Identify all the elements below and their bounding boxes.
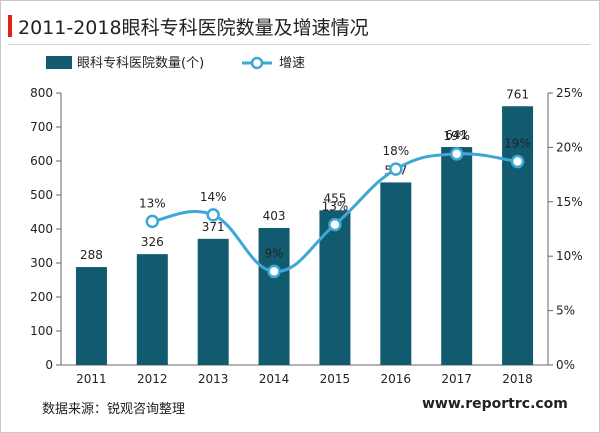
left-tick-label: 500 [30, 188, 53, 202]
growth-marker [389, 162, 403, 176]
growth-value-label: 14% [200, 190, 227, 204]
legend-line-marker [250, 56, 264, 70]
right-tick-label: 10% [556, 249, 583, 263]
legend-line-label: 增速 [279, 56, 305, 71]
x-tick-label: 2015 [320, 372, 351, 386]
growth-marker [267, 264, 281, 279]
bar [75, 267, 107, 365]
bar [197, 238, 229, 365]
right-tick-label: 15% [556, 195, 583, 209]
bar-value-label: 455 [323, 191, 346, 205]
title-divider [8, 44, 590, 45]
title-accent-bar [8, 15, 12, 37]
right-tick-label: 20% [556, 140, 583, 154]
growth-value-label: 18% [382, 144, 409, 158]
bar [258, 227, 290, 365]
x-tick-label: 2012 [137, 372, 168, 386]
bar [136, 254, 168, 365]
bar-value-label: 761 [506, 87, 529, 101]
growth-marker [449, 147, 464, 161]
bar-value-label: 371 [202, 220, 225, 234]
chart-title: 2011-2018眼科专科医院数量及增速情况 [18, 17, 369, 39]
bar [441, 147, 473, 365]
left-tick-label: 300 [30, 256, 53, 270]
left-tick-label: 600 [30, 154, 53, 168]
growth-value-label: 13% [322, 200, 349, 214]
right-tick-label: 25% [556, 86, 583, 100]
x-tick-label: 2018 [502, 372, 533, 386]
bar-value-label: 288 [80, 248, 103, 262]
legend-bar-swatch [46, 56, 72, 69]
left-tick-label: 0 [45, 358, 53, 372]
left-tick-label: 100 [30, 324, 53, 338]
growth-value-label: 9% [265, 246, 284, 260]
left-tick-label: 700 [30, 120, 53, 134]
right-tick-label: 5% [556, 304, 575, 318]
bar-value-label: 403 [263, 209, 286, 223]
legend-bar-label: 眼科专科医院数量(个) [77, 56, 204, 71]
growth-marker [328, 217, 342, 232]
x-tick-label: 2013 [198, 372, 229, 386]
growth-marker [206, 208, 220, 222]
bar [380, 182, 412, 365]
growth-marker [510, 154, 525, 169]
growth-value-label: 19% [443, 129, 470, 143]
growth-value-label: 13% [139, 196, 166, 210]
x-tick-label: 2016 [381, 372, 412, 386]
x-tick-label: 2017 [441, 372, 472, 386]
growth-marker [145, 214, 160, 229]
source-note: 数据来源：锐观咨询整理 [42, 402, 186, 417]
x-tick-label: 2014 [259, 372, 290, 386]
bar [502, 106, 534, 365]
growth-value-label: 19% [504, 137, 531, 151]
right-tick-label: 0% [556, 358, 575, 372]
website-label: www.reportrc.com [422, 396, 568, 412]
bar-value-label: 326 [141, 235, 164, 249]
left-tick-label: 400 [30, 222, 53, 236]
x-tick-label: 2011 [76, 372, 107, 386]
left-tick-label: 800 [30, 86, 53, 100]
bar-value-label: 641 [445, 128, 468, 142]
left-tick-label: 200 [30, 290, 53, 304]
